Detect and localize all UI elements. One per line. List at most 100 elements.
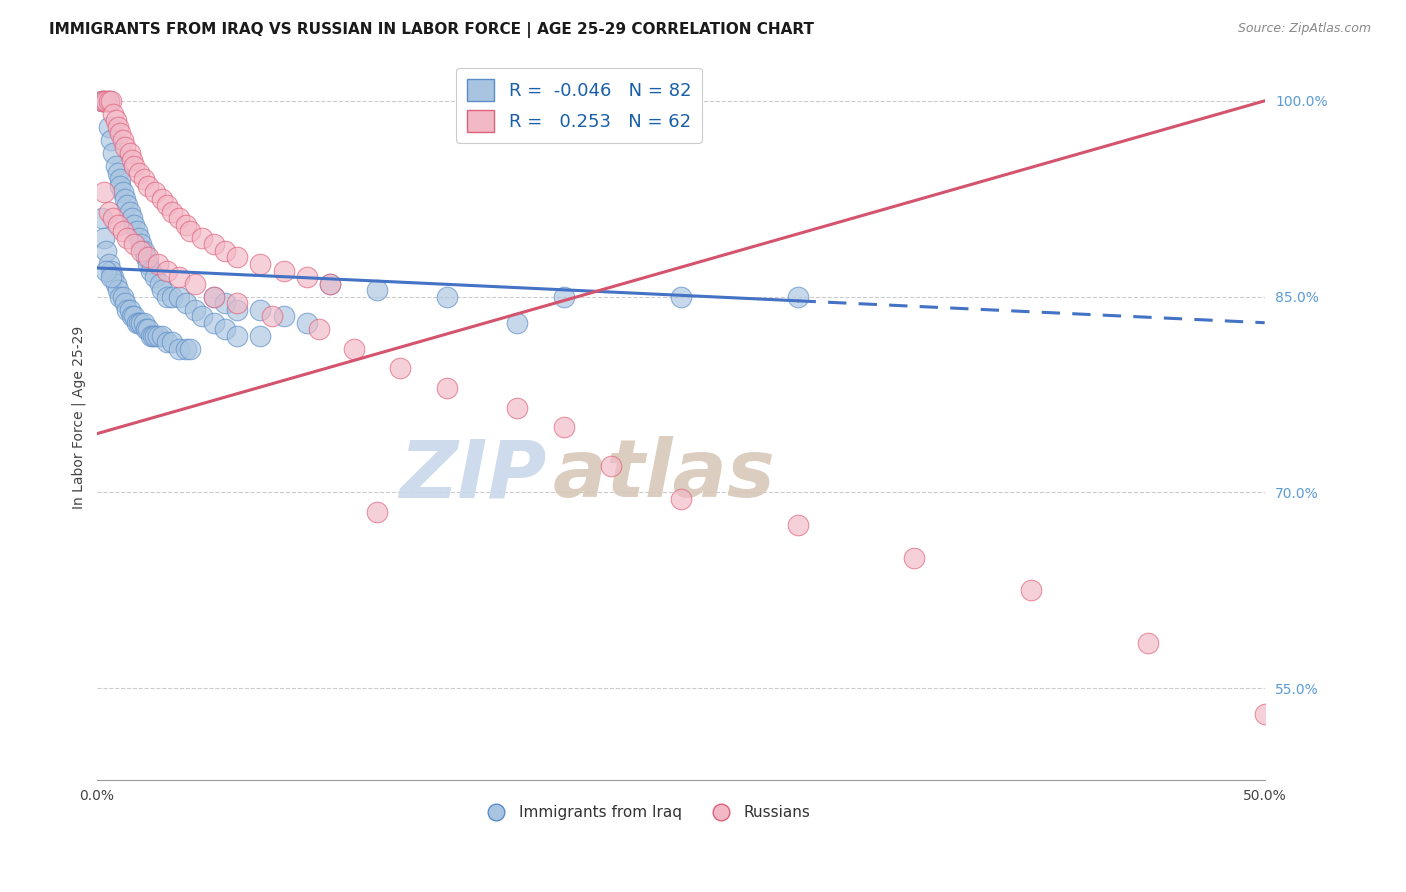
Point xyxy=(136,322,159,336)
Point xyxy=(143,328,166,343)
Point xyxy=(156,263,179,277)
Point xyxy=(249,328,271,343)
Point xyxy=(97,120,120,134)
Point xyxy=(107,283,129,297)
Point xyxy=(156,198,179,212)
Point xyxy=(146,257,169,271)
Point xyxy=(136,257,159,271)
Point xyxy=(121,153,143,167)
Point xyxy=(135,251,157,265)
Point xyxy=(139,263,162,277)
Point xyxy=(553,290,575,304)
Point xyxy=(107,120,129,134)
Point xyxy=(167,270,190,285)
Point xyxy=(160,335,183,350)
Point xyxy=(136,178,159,193)
Point xyxy=(146,328,169,343)
Point xyxy=(114,296,136,310)
Point xyxy=(97,94,120,108)
Point xyxy=(160,204,183,219)
Point xyxy=(111,133,134,147)
Point xyxy=(669,491,692,506)
Point xyxy=(125,224,148,238)
Point xyxy=(103,211,125,226)
Point xyxy=(786,290,808,304)
Point xyxy=(96,94,118,108)
Point xyxy=(108,127,131,141)
Point xyxy=(142,328,165,343)
Point xyxy=(149,277,172,291)
Point xyxy=(125,316,148,330)
Point xyxy=(295,316,318,330)
Point xyxy=(506,401,529,415)
Point xyxy=(139,328,162,343)
Point xyxy=(90,94,112,108)
Point xyxy=(129,316,152,330)
Point xyxy=(107,218,129,232)
Point xyxy=(179,342,201,356)
Point xyxy=(214,296,236,310)
Point xyxy=(143,270,166,285)
Point xyxy=(226,302,249,317)
Point xyxy=(97,204,120,219)
Point xyxy=(553,420,575,434)
Point xyxy=(118,204,141,219)
Point xyxy=(226,328,249,343)
Point xyxy=(115,302,138,317)
Point xyxy=(150,328,173,343)
Point xyxy=(174,296,197,310)
Point xyxy=(122,159,145,173)
Point xyxy=(114,192,136,206)
Point xyxy=(202,316,225,330)
Point xyxy=(1253,707,1275,722)
Point xyxy=(136,251,159,265)
Point xyxy=(100,263,122,277)
Point xyxy=(160,290,183,304)
Point xyxy=(366,505,388,519)
Point xyxy=(202,237,225,252)
Point xyxy=(1136,635,1159,649)
Point xyxy=(295,270,318,285)
Point xyxy=(104,277,127,291)
Point xyxy=(115,198,138,212)
Point xyxy=(202,290,225,304)
Point xyxy=(103,146,125,161)
Point xyxy=(184,277,207,291)
Point xyxy=(107,166,129,180)
Point xyxy=(156,335,179,350)
Point xyxy=(179,224,201,238)
Point xyxy=(786,518,808,533)
Point xyxy=(249,257,271,271)
Point xyxy=(93,94,115,108)
Point xyxy=(129,244,152,258)
Point xyxy=(343,342,366,356)
Point xyxy=(111,185,134,199)
Point xyxy=(128,231,150,245)
Point xyxy=(108,290,131,304)
Point xyxy=(128,166,150,180)
Point xyxy=(150,192,173,206)
Point xyxy=(156,290,179,304)
Point xyxy=(96,244,118,258)
Point xyxy=(308,322,330,336)
Point xyxy=(104,159,127,173)
Point xyxy=(104,113,127,128)
Point xyxy=(436,381,458,395)
Point xyxy=(118,302,141,317)
Point xyxy=(903,550,925,565)
Point xyxy=(184,302,207,317)
Point xyxy=(389,361,412,376)
Point xyxy=(100,270,122,285)
Point xyxy=(121,211,143,226)
Point xyxy=(260,309,283,323)
Point xyxy=(132,172,155,186)
Point xyxy=(93,94,115,108)
Point xyxy=(366,283,388,297)
Point xyxy=(93,185,115,199)
Point xyxy=(1019,583,1042,598)
Y-axis label: In Labor Force | Age 25-29: In Labor Force | Age 25-29 xyxy=(72,326,86,509)
Point xyxy=(90,211,112,226)
Point xyxy=(669,290,692,304)
Point xyxy=(114,139,136,153)
Point xyxy=(135,322,157,336)
